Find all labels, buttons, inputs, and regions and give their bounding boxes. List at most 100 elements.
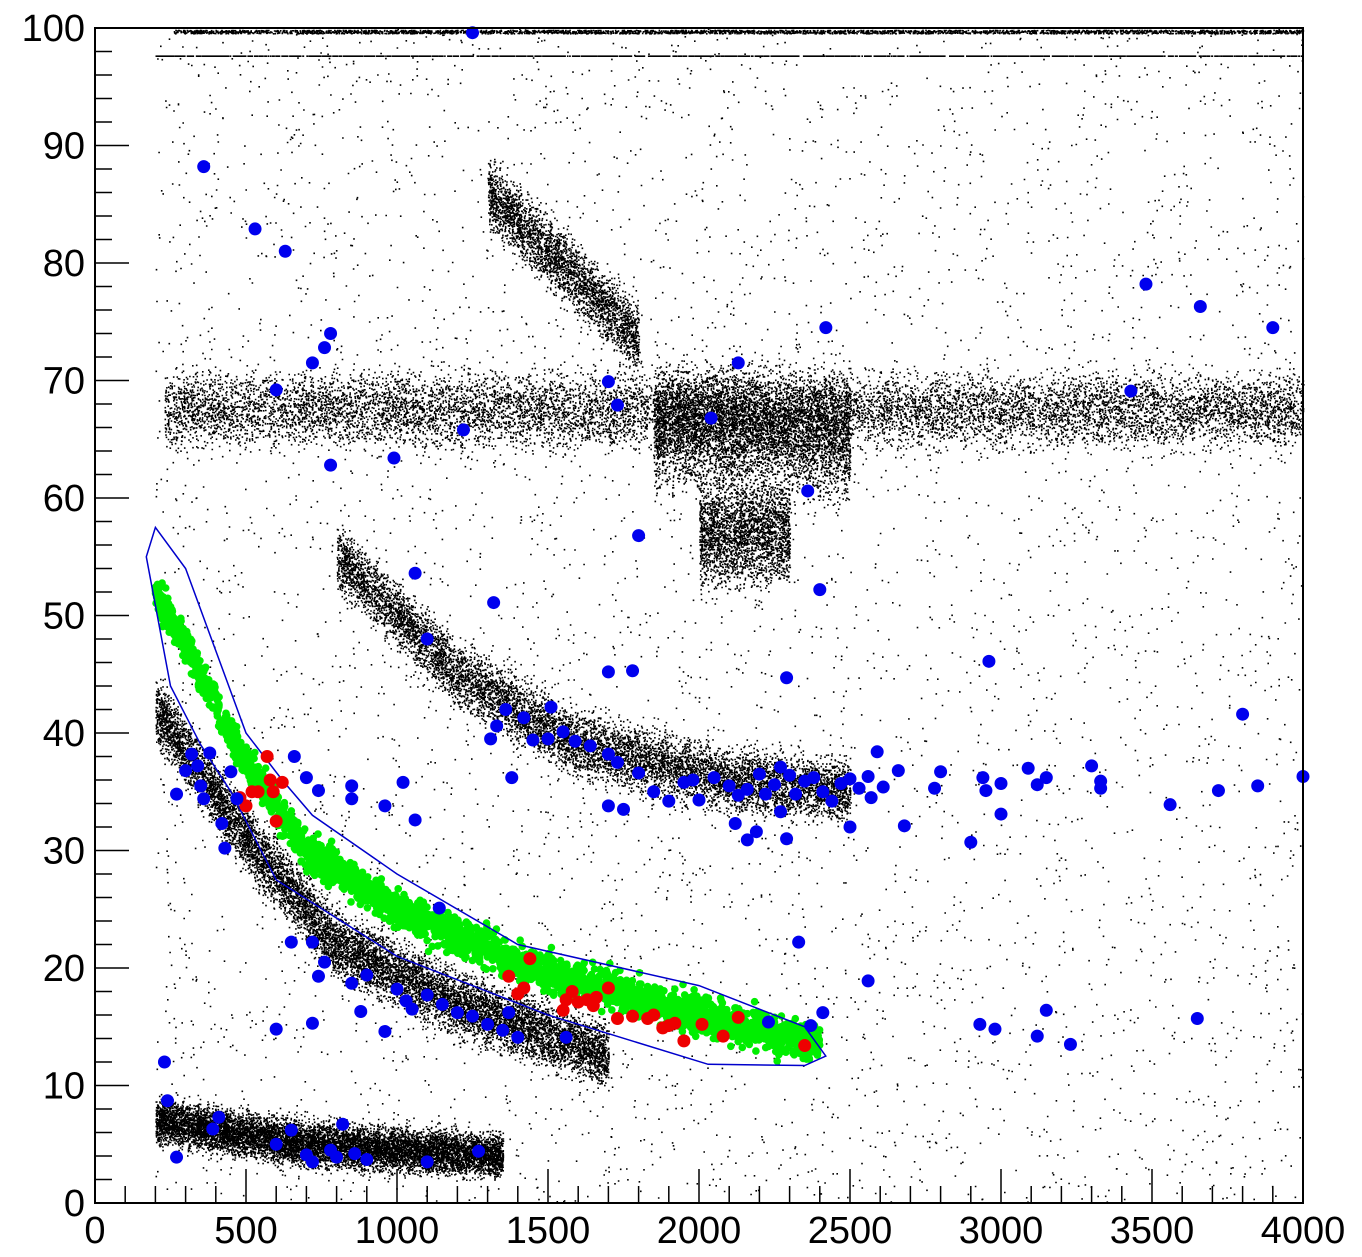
red-point [668,1016,682,1030]
blue-point [345,779,359,793]
red-point [610,1012,624,1026]
green-point [371,879,380,888]
y-tick-label: 100 [22,8,85,50]
green-point [751,1036,760,1044]
blue-point [541,732,555,746]
blue-point [517,711,531,725]
blue-point [160,1094,174,1108]
y-tick-label: 50 [43,596,85,638]
green-point [681,1016,689,1024]
blue-point [1190,1012,1204,1026]
green-point [559,980,568,988]
axes-layer: 0 500 1000 1500 2000 2500 3000 3500 4000 0 10 20 30 4… [22,8,1346,1252]
green-point [276,831,285,840]
green-point [549,965,558,973]
blue-point [230,792,244,806]
blue-point [774,760,788,774]
green-point [223,735,232,744]
blue-point [499,703,513,716]
green-point [205,691,214,699]
green-point [716,994,725,1002]
blue-point [248,222,262,236]
green-point [190,649,199,658]
blue-point [197,792,211,806]
blue-point [568,734,582,748]
green-point [201,685,210,693]
green-point [648,991,657,999]
green-point [303,868,311,876]
blue-point [511,1030,525,1044]
green-point [428,942,437,951]
green-point [648,1001,657,1009]
blue-point [864,791,878,805]
blue-point [318,955,332,969]
red-point [589,990,603,1004]
green-point [326,842,334,850]
blue-point [396,775,410,789]
green-point [320,866,328,875]
blue-point [378,799,392,813]
blue-point [218,841,232,855]
green-point [234,747,242,755]
green-point [778,1022,787,1031]
blue-point [311,784,325,798]
x-tick-label: 2000 [657,1210,742,1252]
green-point [499,960,508,968]
blue-point [336,1117,350,1131]
green-point [750,997,759,1006]
green-point [297,837,306,846]
green-point [318,850,326,858]
green-point [691,1032,700,1041]
green-point [447,927,456,936]
green-point [460,943,468,951]
x-tick-label: 3000 [959,1210,1044,1252]
blue-point [194,779,208,793]
green-point [752,1047,760,1055]
blue-point [305,935,319,949]
green-point [158,598,166,606]
blue-point [299,771,313,785]
green-point [708,1007,716,1016]
green-point [450,918,459,927]
green-point [158,622,167,631]
green-point [472,934,481,942]
red-point [502,969,516,983]
blue-point [490,719,504,733]
red-point [565,985,579,998]
green-point [310,841,318,849]
blue-point [432,901,446,915]
green-point [317,841,325,850]
green-point [513,961,521,969]
green-point [729,1029,738,1037]
blue-point [1030,1029,1044,1043]
green-point [399,921,408,930]
green-point [525,973,534,981]
green-point [633,987,641,996]
green-point [163,618,172,626]
green-point [752,1030,761,1038]
green-point [603,996,611,1004]
green-point [418,911,427,919]
blue-point [466,1009,479,1023]
green-point [468,956,477,965]
blue-point [774,805,788,819]
blue-point [843,820,857,834]
blue-point [526,733,540,747]
green-point [667,1000,675,1008]
blue-point [170,787,184,801]
green-point [734,1037,742,1046]
blue-point [610,398,624,412]
green-point [701,998,709,1006]
green-point [743,1009,752,1018]
green-point [678,1027,687,1036]
green-point [773,1057,781,1065]
green-point [713,1007,722,1016]
green-point [346,883,355,891]
green-point [547,943,556,952]
red-point [695,1017,709,1031]
blue-point [420,988,434,1002]
green-point [491,951,500,959]
blue-point [348,1147,362,1161]
y-tick-label: 10 [43,1066,85,1108]
blue-point [170,1150,184,1164]
